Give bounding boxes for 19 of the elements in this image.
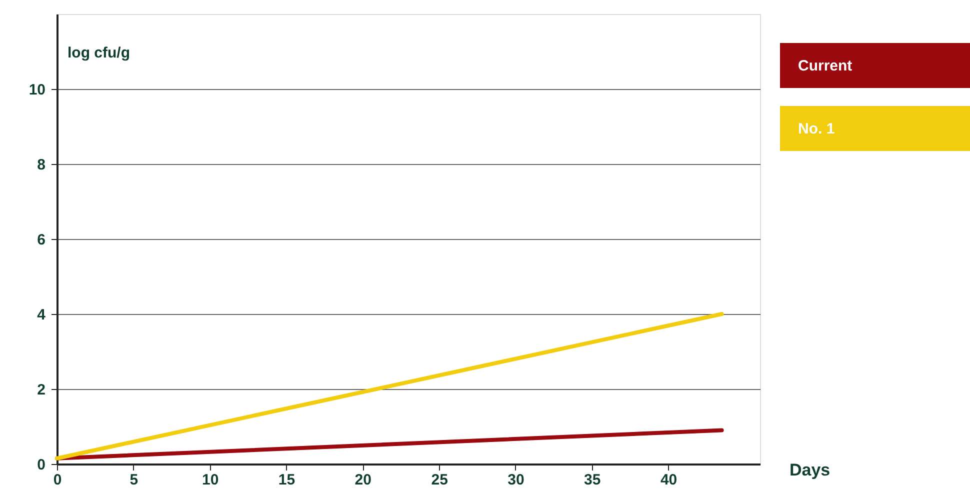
y-tick-label: 2 xyxy=(37,382,46,398)
x-tick-label: 30 xyxy=(508,472,524,488)
text: Current xyxy=(798,58,852,74)
y-tick-label: 8 xyxy=(37,156,46,174)
x-tick-label: 10 xyxy=(202,472,219,488)
text: No. 1 xyxy=(798,120,835,138)
y-tick-label: 0 xyxy=(37,456,46,474)
x-axis-title: Days xyxy=(790,460,830,480)
y-tick-label: 6 xyxy=(37,232,46,248)
x-tick-label: 40 xyxy=(660,472,678,488)
x-tick-label: 35 xyxy=(584,472,601,488)
y-axis-title: log cfu/g xyxy=(68,44,130,62)
x-tick-label: 20 xyxy=(354,472,372,488)
x-tick-label: 0 xyxy=(53,472,62,488)
y-tick-label: 4 xyxy=(37,306,46,324)
y-tick-label: 10 xyxy=(28,82,46,98)
x-tick-label: 15 xyxy=(278,472,296,488)
x-tick-label: 25 xyxy=(431,472,448,488)
x-tick-label: 5 xyxy=(130,472,138,488)
